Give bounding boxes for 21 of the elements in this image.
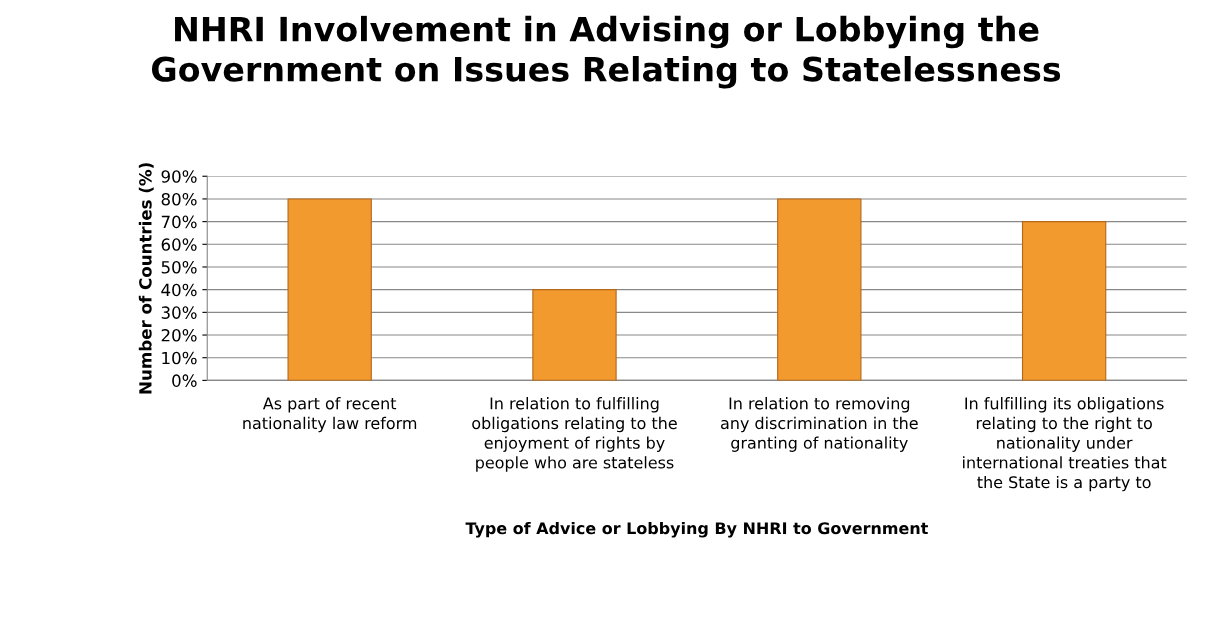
y-tick-label: 0% xyxy=(172,374,197,387)
chart-title: NHRI Involvement in Advising or Lobbying the Government on Issues Relating to Statelessness xyxy=(151,15,1061,89)
bar xyxy=(777,198,862,381)
bar xyxy=(1021,221,1107,381)
y-tick-label: 90% xyxy=(161,170,197,183)
y-tick-label: 60% xyxy=(161,238,197,251)
x-tick-label: As part of recent nationality law reform xyxy=(243,397,417,433)
bar xyxy=(532,289,617,381)
y-tick-label: 10% xyxy=(162,351,197,365)
x-tick-label: In relation to removing any discrimination in the granting of nationality xyxy=(721,397,918,452)
y-tick-label: 80% xyxy=(161,192,197,206)
x-tick-label: In fulfilling its obligations relating to the right to nationality under international treaties that the State is a party to xyxy=(963,397,1167,492)
y-tick-label: 50% xyxy=(161,260,197,274)
x-axis-title: Type of Advice or Lobbying By NHRI to Government xyxy=(465,521,928,538)
bar xyxy=(287,198,372,381)
y-axis-title: Number of Countries (%) xyxy=(138,163,154,394)
y-tick-label: 40% xyxy=(161,283,197,297)
y-tick-label: 30% xyxy=(161,306,197,319)
y-tick-label: 20% xyxy=(161,329,197,342)
x-tick-label: In relation to fulfilling obligations relating to the enjoyment of rights by people who are stateless xyxy=(472,397,677,472)
y-tick-label: 70% xyxy=(161,215,197,229)
